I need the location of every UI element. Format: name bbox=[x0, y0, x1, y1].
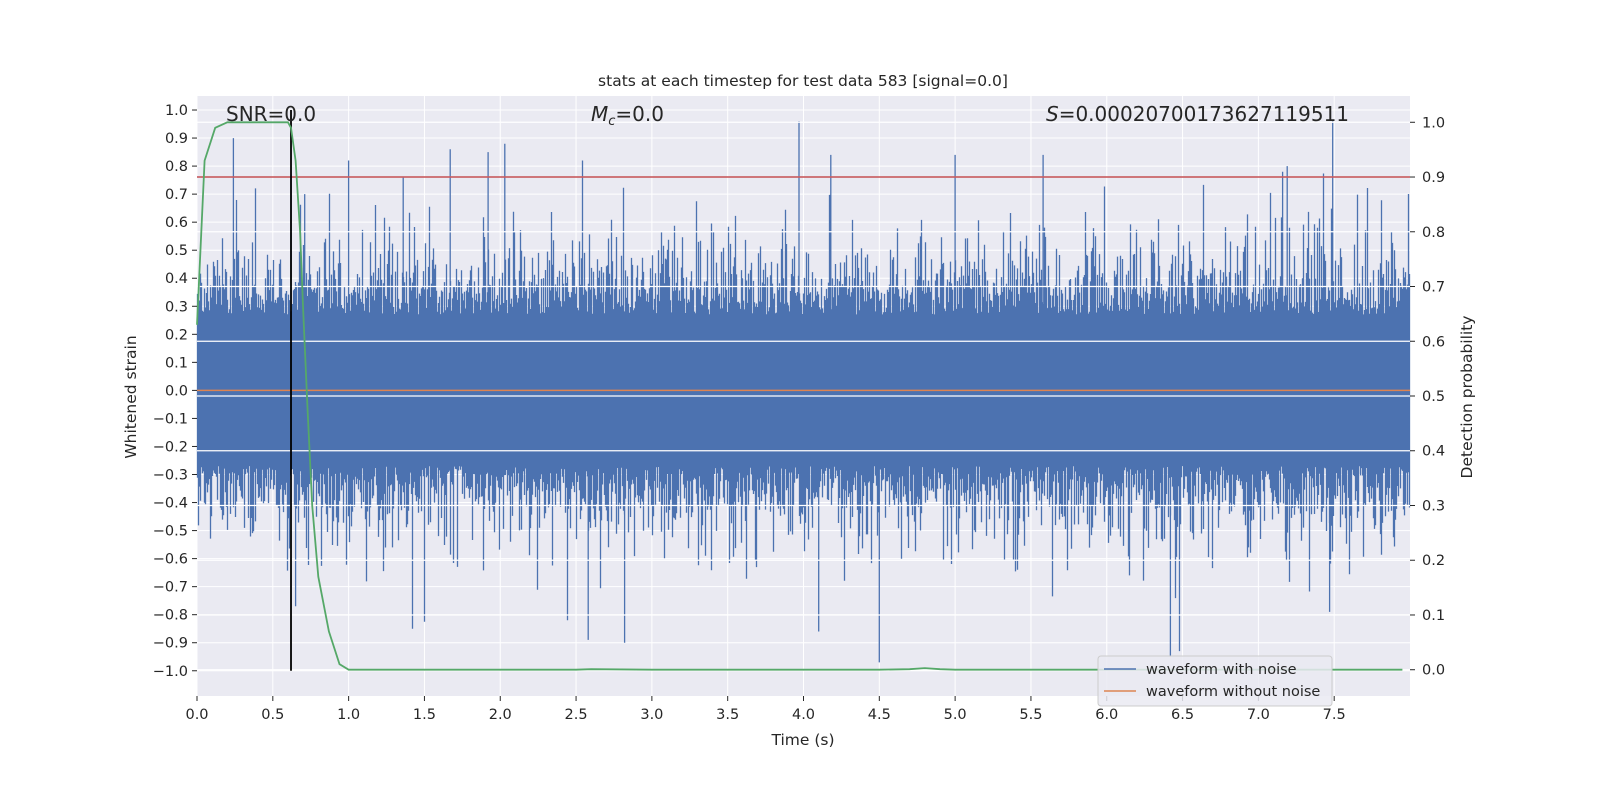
x-tick-label: 0.5 bbox=[261, 707, 284, 723]
y-left-tick-label: 0.1 bbox=[165, 355, 188, 371]
y-left-tick-label: 1.0 bbox=[165, 103, 188, 119]
y-axis-left: 1.0 0.9 0.8 0.7 0.6 0.5 0.4 0.3 0.2 0.1 0.0 −0.1 −0.… bbox=[153, 103, 197, 680]
y-left-tick-label: 0.9 bbox=[165, 131, 188, 147]
legend: waveform with noise waveform without noi… bbox=[1097, 655, 1333, 707]
y-left-tick-label: 0.2 bbox=[165, 327, 188, 343]
chart-title: stats at each timestep for test data 583… bbox=[598, 72, 1008, 90]
x-tick-label: 3.0 bbox=[640, 707, 663, 723]
x-tick-label: 7.0 bbox=[1247, 707, 1270, 723]
x-tick-label: 4.0 bbox=[792, 707, 815, 723]
y-left-tick-label: 0.4 bbox=[165, 271, 188, 287]
y-left-tick-label: 0.7 bbox=[165, 187, 188, 203]
y-left-tick-label: 0.6 bbox=[165, 215, 188, 231]
x-tick-label: 2.5 bbox=[565, 707, 588, 723]
mc-symbol: M bbox=[591, 102, 608, 126]
y-right-tick-label: 0.8 bbox=[1422, 225, 1445, 241]
series-detection-probability bbox=[196, 121, 1403, 671]
y-axis-label-left: Whitened strain bbox=[122, 335, 140, 458]
y-right-tick-label: 1.0 bbox=[1422, 115, 1445, 131]
mc-annotation: Mc=0.0 bbox=[591, 102, 664, 129]
s-annotation: S=0.000207001736271195​11 bbox=[1046, 102, 1349, 126]
y-right-tick-label: 0.4 bbox=[1422, 444, 1445, 460]
y-right-tick-label: 0.9 bbox=[1422, 170, 1445, 186]
mc-value: =0.0 bbox=[615, 102, 664, 126]
y-left-tick-label: −0.1 bbox=[153, 411, 188, 427]
x-tick-label: 0.0 bbox=[185, 707, 208, 723]
y-axis-right: 1.0 0.9 0.8 0.7 0.6 0.5 0.4 0.3 0.2 0.1 0.0 bbox=[1410, 115, 1445, 679]
y-left-tick-label: −0.3 bbox=[153, 468, 188, 484]
y-left-tick-label: 0.5 bbox=[165, 243, 188, 259]
x-tick-label: 7.5 bbox=[1323, 707, 1346, 723]
y-left-tick-label: −0.4 bbox=[153, 496, 188, 512]
x-tick-label: 1.5 bbox=[413, 707, 436, 723]
y-left-tick-label: 0.8 bbox=[165, 159, 188, 175]
s-symbol: S bbox=[1046, 102, 1059, 126]
snr-annotation: SNR=0.0 bbox=[226, 102, 316, 126]
y-left-tick-label: 0.3 bbox=[165, 299, 188, 315]
y-right-tick-label: 0.2 bbox=[1422, 553, 1445, 569]
y-left-tick-label: 0.0 bbox=[165, 383, 188, 399]
y-left-tick-label: −0.8 bbox=[153, 608, 188, 624]
x-tick-label: 3.5 bbox=[716, 707, 739, 723]
x-axis: 0.0 0.5 1.0 1.5 2.0 2.5 3.0 3.5 4.0 4.5 5.0 5.5 6.0 6… bbox=[185, 696, 1346, 723]
s-value: =0.000207001736271195​11 bbox=[1059, 102, 1349, 126]
x-tick-label: 5.5 bbox=[1019, 707, 1042, 723]
y-right-tick-label: 0.0 bbox=[1422, 663, 1445, 679]
mc-subscript: c bbox=[608, 114, 615, 129]
y-left-tick-label: −0.9 bbox=[153, 636, 188, 652]
x-tick-label: 6.0 bbox=[1095, 707, 1118, 723]
x-tick-label: 6.5 bbox=[1171, 707, 1194, 723]
y-left-tick-label: −0.6 bbox=[153, 552, 188, 568]
y-left-tick-label: −1.0 bbox=[153, 664, 188, 680]
y-right-tick-label: 0.1 bbox=[1422, 608, 1445, 624]
x-tick-label: 2.0 bbox=[489, 707, 512, 723]
y-left-tick-label: −0.2 bbox=[153, 439, 188, 455]
legend-label-noise: waveform with noise bbox=[1146, 662, 1297, 678]
y-right-tick-label: 0.6 bbox=[1422, 334, 1445, 350]
y-left-tick-label: −0.5 bbox=[153, 524, 188, 540]
legend-label-clean: waveform without noise bbox=[1146, 684, 1320, 700]
plot-area bbox=[196, 96, 1411, 696]
x-tick-label: 5.0 bbox=[944, 707, 967, 723]
legend-box bbox=[1097, 655, 1333, 707]
x-tick-label: 4.5 bbox=[868, 707, 891, 723]
y-right-tick-label: 0.3 bbox=[1422, 498, 1445, 514]
y-right-tick-label: 0.7 bbox=[1422, 280, 1445, 296]
y-left-tick-label: −0.7 bbox=[153, 580, 188, 596]
y-axis-label-right: Detection probability bbox=[1458, 316, 1476, 479]
x-axis-label: Time (s) bbox=[770, 731, 834, 749]
y-right-tick-label: 0.5 bbox=[1422, 389, 1445, 405]
x-tick-label: 1.0 bbox=[337, 707, 360, 723]
